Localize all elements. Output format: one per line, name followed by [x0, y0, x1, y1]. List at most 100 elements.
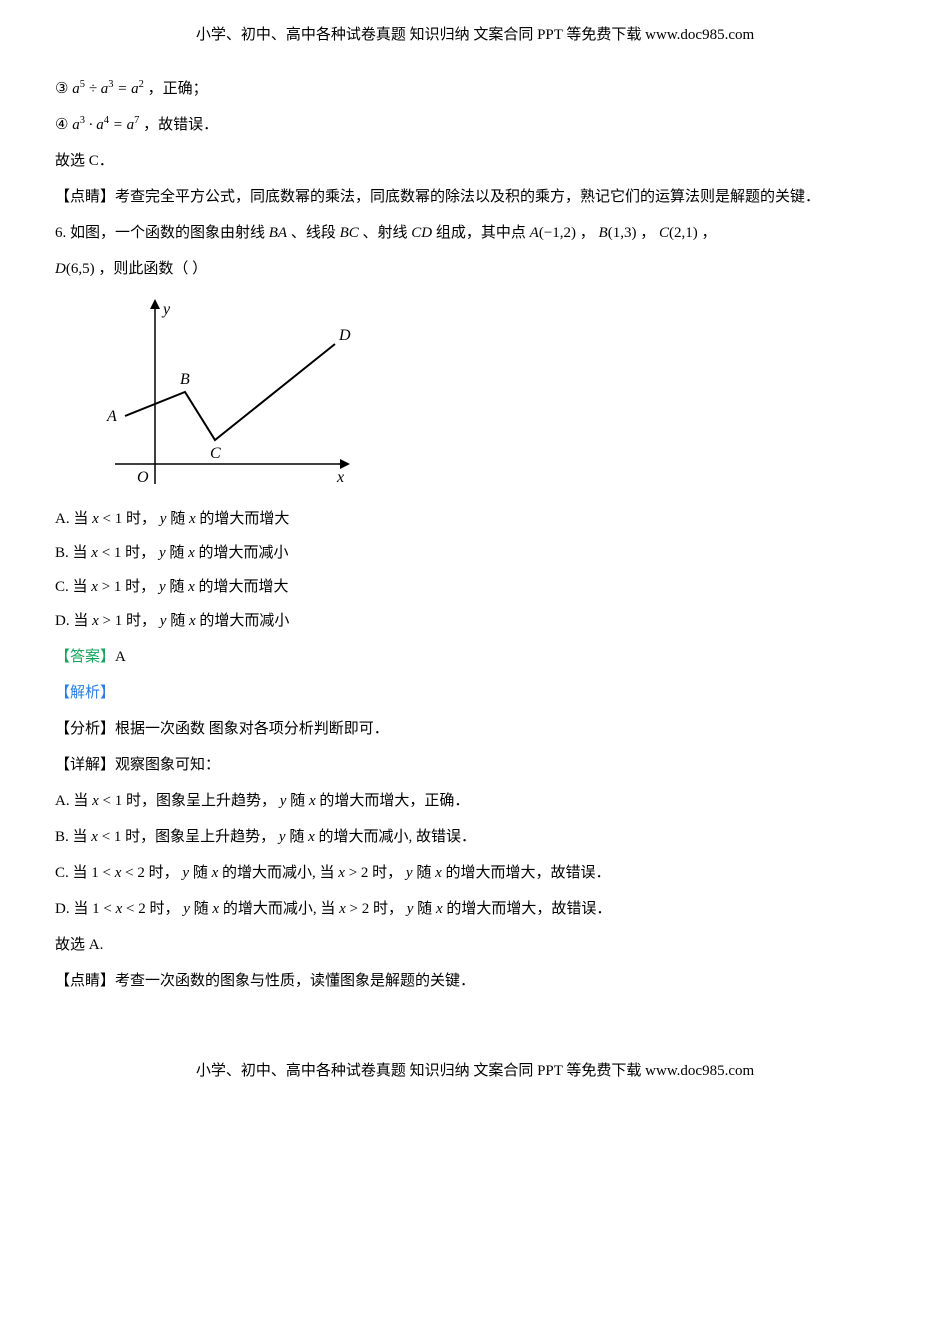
opt-b-p3: 随	[169, 545, 188, 561]
q6-tail: ，则此函数（ ）	[98, 261, 207, 277]
dd-mid3: 时，	[373, 901, 403, 917]
opt-d-letter: D.	[55, 613, 73, 629]
db-y: y	[279, 829, 286, 845]
opt-b-letter: B.	[55, 545, 73, 561]
opt-c-p4: 的增大而增大	[199, 579, 289, 595]
dd-sui1: 随	[194, 901, 213, 917]
page-header: 小学、初中、高中各种试卷真题 知识归纳 文案合同 PPT 等免费下载 www.d…	[55, 20, 895, 50]
dd-tail: 的增大而增大，故错误．	[446, 901, 611, 917]
da-pref: A. 当	[55, 793, 92, 809]
opt-d-p4: 的增大而减小	[199, 613, 289, 629]
answer-letter: A	[115, 649, 126, 665]
q6-B: B(1,3)	[599, 225, 637, 241]
q6-cd: CD	[411, 225, 432, 241]
opt-c-p1: 当	[73, 579, 92, 595]
analysis-label: 【解析】	[55, 685, 115, 701]
svg-text:x: x	[336, 469, 344, 486]
option-c: C. 当 x > 1 时， y 随 x 的增大而增大	[55, 572, 895, 602]
opt-a-p4: 的增大而增大	[199, 511, 289, 527]
question-6: 6. 如图，一个函数的图象由射线 BA 、线段 BC 、射线 CD 组成，其中点…	[55, 218, 895, 248]
da-tail: 的增大而增大，正确．	[319, 793, 469, 809]
dc-sui1: 随	[193, 865, 212, 881]
expr-4: a3 · a4 = a7	[72, 117, 143, 133]
q6-bc: BC	[340, 225, 359, 241]
dd-y1: y	[183, 901, 190, 917]
db-mid: 时，图象呈上升趋势，	[125, 829, 275, 845]
opt-c-letter: C.	[55, 579, 73, 595]
opt-a-letter: A.	[55, 511, 73, 527]
detail-head: 【详解】观察图象可知：	[55, 750, 895, 780]
dc-mid2: 的增大而减小, 当	[222, 865, 338, 881]
q6-c2: ，	[640, 225, 655, 241]
opt-b-y: y	[159, 545, 166, 561]
opt-d-p3: 随	[170, 613, 189, 629]
opt-a-p2: 时，	[126, 511, 156, 527]
q6-c1: ，	[580, 225, 595, 241]
opt-c-p2: 时，	[125, 579, 155, 595]
answer-label: 【答案】	[55, 649, 115, 665]
q6-t4: 组成，其中点	[436, 225, 530, 241]
opt-a-y: y	[160, 511, 167, 527]
dd-x2: x	[436, 901, 443, 917]
detail-d: D. 当 1 < x < 2 时， y 随 x 的增大而减小, 当 x > 2 …	[55, 894, 895, 924]
dc-cond2: x > 2	[338, 865, 368, 881]
dc-sui2: 随	[416, 865, 435, 881]
opt-c-cond: x > 1	[91, 579, 121, 595]
svg-text:y: y	[161, 301, 171, 318]
db-tail: 的增大而减小, 故错误．	[319, 829, 477, 845]
option-b: B. 当 x < 1 时， y 随 x 的增大而减小	[55, 538, 895, 568]
dc-y1: y	[182, 865, 189, 881]
db-x: x	[308, 829, 315, 845]
opt-a-cond: x < 1	[92, 511, 122, 527]
opt-a-p3: 随	[170, 511, 189, 527]
svg-text:D: D	[338, 327, 351, 344]
dd-y2: y	[407, 901, 414, 917]
item-4: ④ a3 · a4 = a7 ，故错误．	[55, 110, 895, 140]
point-2: 【点睛】考查一次函数的图象与性质，读懂图象是解题的关键．	[55, 966, 895, 996]
dd-cond1: 1 < x < 2	[92, 901, 146, 917]
point-1: 【点睛】考查完全平方公式，同底数幂的乘法，同底数幂的除法以及积的乘方，熟记它们的…	[55, 182, 895, 212]
item-3: ③ a5 ÷ a3 = a2 ，正确；	[55, 74, 895, 104]
opt-c-p3: 随	[169, 579, 188, 595]
dd-cond2: x > 2	[339, 901, 369, 917]
opt-d-y: y	[160, 613, 167, 629]
dd-mid2: 的增大而减小, 当	[223, 901, 339, 917]
db-cond: x < 1	[91, 829, 121, 845]
expr-3: a5 ÷ a3 = a2	[72, 81, 147, 97]
q6-C: C(2,1)	[659, 225, 698, 241]
option-a: A. 当 x < 1 时， y 随 x 的增大而增大	[55, 504, 895, 534]
dc-mid1: 时，	[149, 865, 179, 881]
svg-text:C: C	[210, 445, 221, 462]
q6-ba: BA	[269, 225, 287, 241]
dd-pref: D. 当	[55, 901, 92, 917]
opt-b-p4: 的增大而减小	[199, 545, 289, 561]
function-graph: OyxABCD	[95, 294, 355, 494]
opt-a-x: x	[189, 511, 196, 527]
question-6b: D(6,5) ，则此函数（ ）	[55, 254, 895, 284]
q6-D: D(6,5)	[55, 261, 95, 277]
opt-b-x: x	[188, 545, 195, 561]
da-x: x	[309, 793, 316, 809]
da-y: y	[280, 793, 287, 809]
dc-cond1: 1 < x < 2	[91, 865, 145, 881]
circle-3: ③	[55, 81, 68, 97]
dc-mid3: 时，	[372, 865, 402, 881]
opt-d-cond: x > 1	[92, 613, 122, 629]
q6-A: A(−1,2)	[530, 225, 576, 241]
q6-t2: 、线段	[291, 225, 340, 241]
dc-x1: x	[212, 865, 219, 881]
circle-4: ④	[55, 117, 68, 133]
dc-x2: x	[435, 865, 442, 881]
db-sui: 随	[289, 829, 308, 845]
detail-b: B. 当 x < 1 时，图象呈上升趋势， y 随 x 的增大而减小, 故错误．	[55, 822, 895, 852]
opt-b-p1: 当	[73, 545, 92, 561]
pick-a: 故选 A.	[55, 930, 895, 960]
dd-sui2: 随	[417, 901, 436, 917]
q6-num: 6.	[55, 225, 70, 241]
pick-c: 故选 C．	[55, 146, 895, 176]
svg-text:O: O	[137, 469, 149, 486]
svg-text:B: B	[180, 371, 190, 388]
dc-y2: y	[406, 865, 413, 881]
option-d: D. 当 x > 1 时， y 随 x 的增大而减小	[55, 606, 895, 636]
opt-b-p2: 时，	[125, 545, 155, 561]
